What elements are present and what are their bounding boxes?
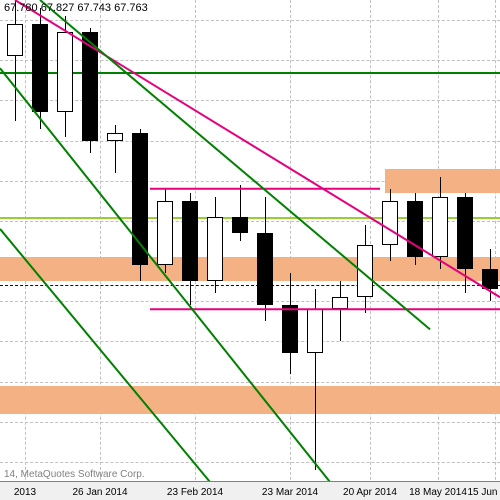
candle-body (432, 197, 448, 257)
grid-line-horizontal (0, 382, 500, 383)
candle-body (232, 217, 248, 233)
grid-line-horizontal (0, 100, 500, 101)
horizontal-line (0, 217, 500, 219)
candlestick-chart: 67.780 67.827 67.743 67.763 14, MetaQuot… (0, 0, 500, 500)
horizontal-line (0, 285, 500, 286)
grid-line-horizontal (0, 422, 500, 423)
grid-line-horizontal (0, 20, 500, 21)
candle-body (457, 197, 473, 269)
candle-wick (15, 0, 16, 121)
candle-body (132, 133, 148, 266)
price-zone (0, 257, 500, 281)
x-axis-label: 15 Jun 2014 (467, 487, 500, 498)
grid-line-horizontal (0, 221, 500, 222)
trend-lines-layer (0, 0, 500, 500)
horizontal-line (0, 72, 500, 74)
candle-body (207, 217, 223, 281)
grid-line-horizontal (0, 341, 500, 342)
x-axis-label: 2013 (14, 487, 36, 498)
copyright-text: 14, MetaQuotes Software Corp. (4, 469, 145, 480)
candle-body (482, 269, 498, 289)
candle-body (282, 305, 298, 353)
x-axis-label: 18 May 2014 (409, 487, 467, 498)
grid-line-vertical (100, 0, 101, 500)
candle-body (257, 233, 273, 305)
candle-body (7, 24, 23, 56)
x-axis-label: 23 Feb 2014 (167, 487, 223, 498)
candle-body (332, 297, 348, 309)
grid-line-vertical (290, 0, 291, 500)
candle-body (382, 201, 398, 245)
candle-body (182, 201, 198, 281)
grid-line-horizontal (0, 141, 500, 142)
x-axis-label: 26 Jan 2014 (72, 487, 127, 498)
candle-body (32, 24, 48, 112)
candle-body (82, 32, 98, 140)
candle-body (357, 245, 373, 297)
grid-line-horizontal (0, 60, 500, 61)
grid-line-vertical (495, 0, 496, 500)
price-zone (385, 169, 500, 193)
candle-body (407, 201, 423, 257)
ohlc-readout: 67.780 67.827 67.743 67.763 (4, 2, 148, 14)
candle-body (57, 32, 73, 112)
x-axis-label: 23 Mar 2014 (262, 487, 318, 498)
price-zone (0, 386, 500, 414)
grid-line-horizontal (0, 462, 500, 463)
grid-line-vertical (25, 0, 26, 500)
candle-body (107, 133, 123, 141)
candle-wick (340, 281, 341, 341)
x-axis-label: 20 Apr 2014 (343, 487, 397, 498)
grid-line-horizontal (0, 301, 500, 302)
candle-body (157, 201, 173, 265)
candle-body (307, 309, 323, 353)
x-axis: 2013 26 Jan 2014 23 Feb 2014 23 Mar 2014 20 … (0, 481, 500, 500)
